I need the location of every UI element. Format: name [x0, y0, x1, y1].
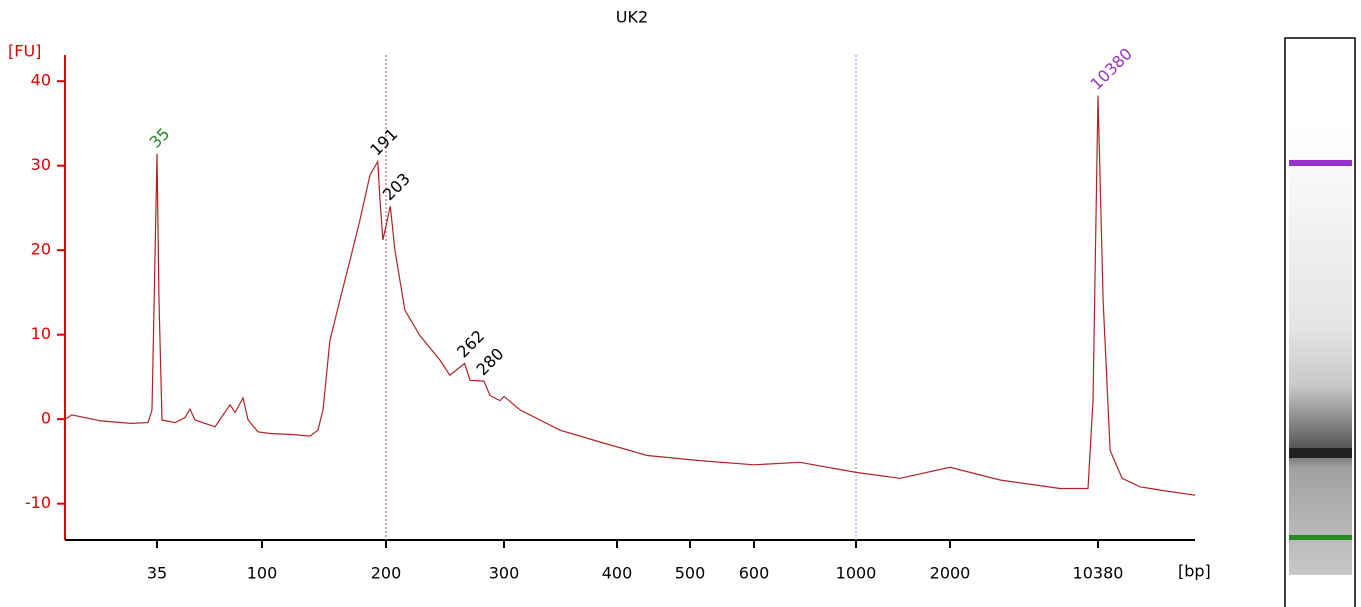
upper-marker-band — [1289, 160, 1352, 166]
chart-title: UK2 — [616, 8, 648, 27]
x-tick-label: 100 — [247, 564, 278, 583]
trace-line — [64, 95, 1196, 496]
y-tick-label: 0 — [41, 409, 51, 428]
x-tick-label: 200 — [371, 564, 402, 583]
y-tick-label: -10 — [25, 493, 51, 512]
lane-band — [1289, 448, 1352, 458]
peak-label: 191 — [366, 124, 401, 159]
y-tick-label: 40 — [31, 71, 51, 90]
x-axis-label: [bp] — [1178, 562, 1211, 581]
y-tick-label: 20 — [31, 240, 51, 259]
y-tick-label: 10 — [31, 324, 51, 343]
x-tick-label: 600 — [739, 564, 770, 583]
x-tick-label: 35 — [147, 564, 167, 583]
x-tick-label: 400 — [602, 564, 633, 583]
gel-lane — [1284, 37, 1356, 607]
x-tick-label: 1000 — [836, 564, 877, 583]
y-tick-label: 30 — [31, 155, 51, 174]
x-tick-label: 500 — [675, 564, 706, 583]
peak-label: 10380 — [1087, 44, 1136, 93]
x-tick-label: 10380 — [1073, 564, 1124, 583]
y-axis-label: [FU] — [8, 42, 41, 61]
peak-label: 35 — [146, 124, 174, 152]
x-tick-label: 300 — [489, 564, 520, 583]
lower-marker-band — [1289, 535, 1352, 540]
lane-gradient — [1289, 125, 1352, 575]
peak-label: 203 — [379, 169, 414, 204]
x-tick-label: 2000 — [930, 564, 971, 583]
